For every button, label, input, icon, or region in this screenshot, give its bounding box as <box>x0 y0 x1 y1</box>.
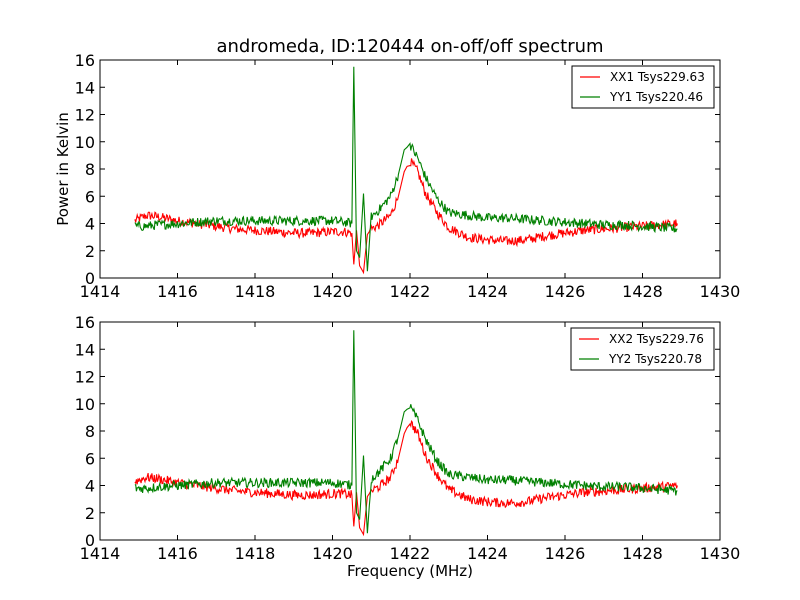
y-tick-label: 6 <box>85 187 95 206</box>
x-tick-label: 1424 <box>467 282 508 301</box>
x-tick-label: 1428 <box>622 544 663 563</box>
y-tick-label: 4 <box>85 215 95 234</box>
x-tick-label: 1418 <box>235 282 276 301</box>
y-tick-label: 8 <box>85 422 95 441</box>
legend-box <box>570 327 715 371</box>
panel-2: 1414 1416 1418 1420 1422 1424 1426 1428 14300246… <box>75 313 741 563</box>
x-tick-label: 1426 <box>545 282 586 301</box>
legend-entry: XX1 Tsys229.63 <box>610 70 705 84</box>
legend-entry: YY1 Tsys220.46 <box>609 90 703 104</box>
y-tick-label: 16 <box>75 51 95 70</box>
y-tick-label: 0 <box>85 269 95 288</box>
x-tick-label: 1426 <box>545 544 586 563</box>
y-tick-label: 14 <box>75 340 95 359</box>
y-tick-label: 8 <box>85 160 95 179</box>
series-line-green-1 <box>134 66 678 272</box>
legend-box <box>571 65 715 109</box>
y-tick-label: 2 <box>85 504 95 523</box>
y-tick-label: 12 <box>75 106 95 125</box>
series-line-red-1 <box>134 158 678 275</box>
y-tick-label: 16 <box>75 313 95 332</box>
x-tick-label: 1420 <box>312 282 353 301</box>
x-tick-label: 1430 <box>700 282 741 301</box>
series-line-green-2 <box>134 330 678 534</box>
chart-title: andromeda, ID:120444 on-off/off spectrum <box>216 36 603 57</box>
y-tick-label: 10 <box>75 395 95 414</box>
panels: 1414 1416 1418 1420 1422 1424 1426 1428 14300246… <box>75 51 741 563</box>
series-line-red-2 <box>134 419 678 537</box>
x-tick-label: 1416 <box>157 282 198 301</box>
panel-1: 1414 1416 1418 1420 1422 1424 1426 1428 14300246… <box>75 51 741 301</box>
y-tick-label: 2 <box>85 242 95 261</box>
x-tick-label: 1422 <box>390 544 431 563</box>
x-tick-label: 1422 <box>390 282 431 301</box>
y-tick-label: 12 <box>75 368 95 387</box>
legend-2: XX2 Tsys229.76 YY2 Tsys220.78 <box>570 327 715 371</box>
x-tick-label: 1416 <box>157 544 198 563</box>
legend-entry: YY2 Tsys220.78 <box>608 352 702 366</box>
y-tick-label: 14 <box>75 78 95 97</box>
x-tick-label: 1430 <box>700 544 741 563</box>
x-tick-label: 1414 <box>80 282 121 301</box>
x-axis-label: Frequency (MHz) <box>347 562 473 580</box>
x-tick-label: 1428 <box>622 282 663 301</box>
x-tick-label: 1414 <box>80 544 121 563</box>
x-tick-label: 1424 <box>467 544 508 563</box>
x-tick-label: 1420 <box>312 544 353 563</box>
y-tick-label: 4 <box>85 477 95 496</box>
y-tick-label: 6 <box>85 449 95 468</box>
y-tick-label: 0 <box>85 531 95 550</box>
y-tick-label: 10 <box>75 133 95 152</box>
x-tick-label: 1418 <box>235 544 276 563</box>
legend-entry: XX2 Tsys229.76 <box>609 332 704 346</box>
y-axis-label: Power in Kelvin <box>54 112 72 226</box>
legend-1: XX1 Tsys229.63 YY1 Tsys220.46 <box>571 65 715 109</box>
